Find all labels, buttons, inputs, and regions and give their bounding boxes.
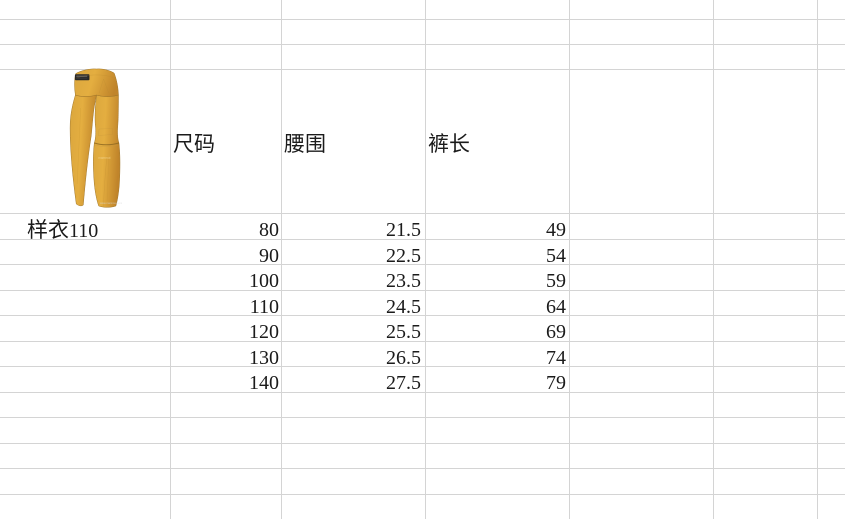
svg-text:www.mammut.com: www.mammut.com [100,201,123,205]
svg-text:mammut: mammut [98,156,110,160]
